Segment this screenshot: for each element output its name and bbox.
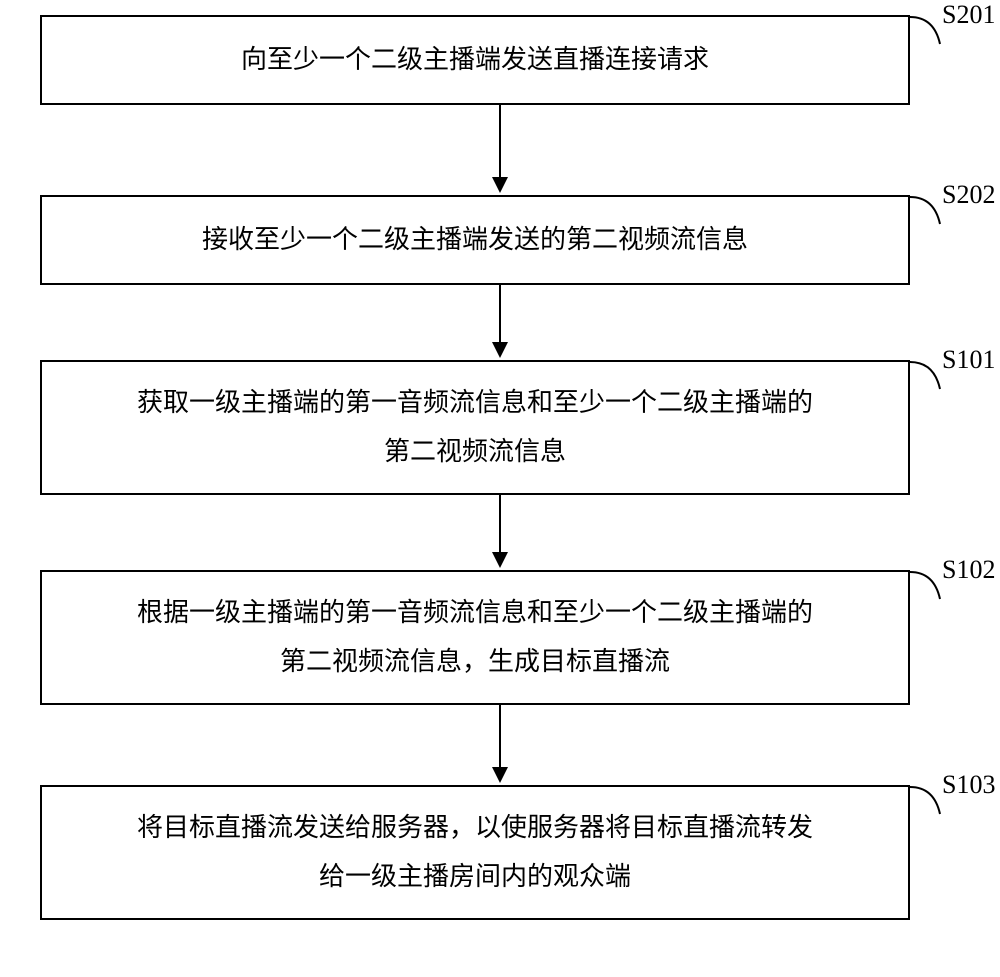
flow-node-s201: 向至少一个二级主播端发送直播连接请求 [40,15,910,105]
step-label-s103: S103 [942,770,995,800]
flow-node-text: 给一级主播房间内的观众端 [299,853,651,901]
step-label-s202: S202 [942,180,995,210]
flow-node-text: 向至少一个二级主播端发送直播连接请求 [221,36,729,84]
step-label-s102: S102 [942,555,995,585]
step-label-s101: S101 [942,345,995,375]
flow-node-text: 根据一级主播端的第一音频流信息和至少一个二级主播端的 [117,589,833,637]
flow-node-s202: 接收至少一个二级主播端发送的第二视频流信息 [40,195,910,285]
flow-node-s102: 根据一级主播端的第一音频流信息和至少一个二级主播端的 第二视频流信息，生成目标直… [40,570,910,705]
flow-node-text: 获取一级主播端的第一音频流信息和至少一个二级主播端的 [117,379,833,427]
flow-node-s103: 将目标直播流发送给服务器，以使服务器将目标直播流转发 给一级主播房间内的观众端 [40,785,910,920]
arrow-3-4 [488,495,512,570]
step-label-s201: S201 [942,0,995,30]
flow-node-text: 接收至少一个二级主播端发送的第二视频流信息 [182,216,768,264]
arrow-2-3 [488,285,512,360]
arrow-1-2 [488,105,512,195]
arrow-4-5 [488,705,512,785]
flow-node-s101: 获取一级主播端的第一音频流信息和至少一个二级主播端的 第二视频流信息 [40,360,910,495]
flow-node-text: 将目标直播流发送给服务器，以使服务器将目标直播流转发 [117,804,833,852]
flow-node-text: 第二视频流信息 [364,428,586,476]
flow-node-text: 第二视频流信息，生成目标直播流 [260,638,690,686]
